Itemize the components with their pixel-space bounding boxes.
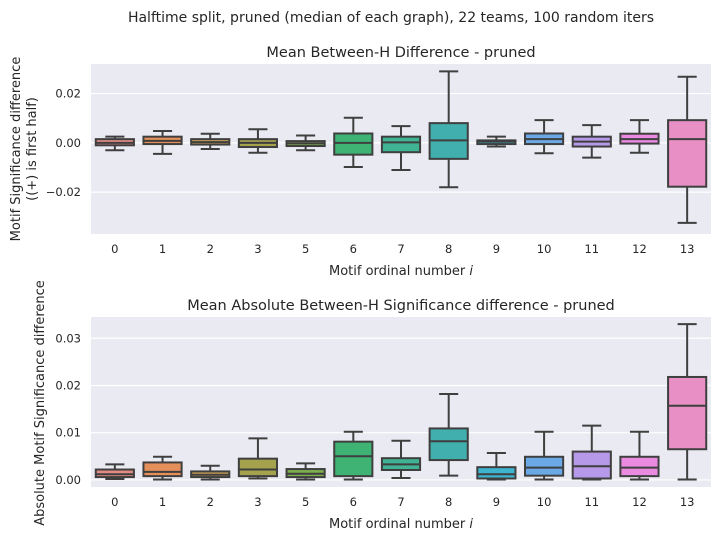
chart-bottom: Mean Absolute Between-H Significance dif…: [33, 280, 711, 532]
chart-top-box-10: [524, 119, 565, 155]
box-iqr: [667, 375, 708, 451]
chart-top-y-ticks: −0.02 0.00 0.02: [46, 87, 81, 200]
chart-bottom-x-tick-label: 10: [537, 495, 552, 509]
chart-bottom-box-9: [476, 452, 517, 481]
chart-top-x-tick-label: 10: [537, 242, 552, 256]
chart-top-title: Mean Between-H Difference - pruned: [266, 45, 535, 61]
chart-top-box-9: [476, 135, 517, 148]
chart-top-x-tick-label: 11: [584, 242, 599, 256]
chart-bottom-x-label: Motif ordinal number i: [329, 517, 473, 532]
chart-top-box-3: [237, 128, 279, 154]
chart-top-x-tick-label: 7: [397, 242, 404, 256]
chart-bottom-y-tick-label: 0.02: [55, 378, 81, 392]
chart-bottom-x-tick-label: 7: [397, 495, 404, 509]
chart-bottom-y-tick-label: 0.00: [55, 473, 81, 487]
chart-bottom-x-tick-label: 3: [254, 495, 261, 509]
chart-top-box-0: [94, 135, 135, 152]
chart-top-x-tick-label: 0: [111, 242, 118, 256]
chart-bottom-x-tick-label: 1: [159, 495, 166, 509]
chart-top-box-11: [571, 124, 612, 159]
box-iqr: [333, 132, 374, 156]
chart-top-y-tick-label: −0.02: [46, 185, 81, 199]
chart-bottom-box-8: [428, 392, 469, 477]
chart-bottom-x-tick-label: 9: [493, 495, 500, 509]
box-iqr: [333, 440, 374, 478]
chart-top-y-label-line1: Motif Significance difference: [9, 57, 24, 242]
chart-bottom-x-tick-label: 0: [111, 495, 118, 509]
chart-top-x-tick-label: 13: [680, 242, 695, 256]
chart-top-box-6: [333, 116, 374, 168]
chart-bottom-box-2: [190, 464, 231, 481]
chart-bottom-box-7: [380, 439, 422, 480]
chart-top-x-tick-label: 1: [159, 242, 166, 256]
chart-bottom-x-tick-label: 12: [632, 495, 647, 509]
chart-bottom-title: Mean Absolute Between-H Significance dif…: [187, 298, 615, 314]
chart-bottom-box-0: [94, 463, 135, 480]
box-iqr: [476, 466, 517, 480]
chart-bottom-y-ticks: 0.00 0.01 0.02 0.03: [55, 331, 81, 487]
chart-bottom-box-1: [142, 455, 183, 481]
chart-bottom-x-tick-label: 5: [302, 495, 309, 509]
chart-top-box-1: [142, 130, 183, 155]
chart-bottom-box-10: [524, 430, 565, 481]
chart-top-y-label-line2: ((+) is first half): [25, 97, 40, 201]
box-iqr: [237, 457, 279, 478]
chart-top-x-label: Motif ordinal number i: [329, 264, 473, 279]
chart-bottom-x-tick-label: 13: [680, 495, 695, 509]
chart-top: Mean Between-H Difference - pruned −0.02…: [9, 45, 711, 279]
chart-bottom-box-3: [237, 437, 279, 480]
chart-bottom-box-12: [619, 430, 660, 481]
chart-bottom-box-6: [333, 430, 374, 481]
chart-bottom-box-11: [571, 424, 612, 481]
chart-top-box-7: [380, 125, 422, 171]
box-iqr: [619, 455, 660, 478]
box-iqr: [571, 450, 612, 480]
chart-bottom-x-tick-label: 8: [445, 495, 452, 509]
box-iqr: [142, 461, 183, 478]
chart-bottom-x-tick-label: 11: [584, 495, 599, 509]
chart-top-boxes: [94, 70, 708, 224]
chart-top-x-tick-label: 2: [207, 242, 214, 256]
chart-top-box-8: [428, 70, 469, 189]
chart-bottom-boxes: [94, 323, 708, 481]
chart-top-x-tick-label: 12: [632, 242, 647, 256]
chart-top-x-ticks: 0 1 2 3 5 6 7 8 9 10 11 12 13: [111, 242, 694, 256]
chart-bottom-x-tick-label: 6: [350, 495, 357, 509]
chart-top-box-12: [619, 119, 660, 154]
chart-bottom-y-tick-label: 0.01: [55, 426, 81, 440]
chart-top-y-tick-label: 0.02: [55, 87, 81, 101]
chart-top-x-tick-label: 8: [445, 242, 452, 256]
box-iqr: [428, 427, 469, 462]
chart-bottom-y-label: Absolute Motif Significance difference: [33, 280, 48, 526]
chart-top-box-2: [190, 132, 231, 150]
chart-bottom-x-ticks: 0 1 2 3 5 6 7 8 9 10 11 12 13: [111, 495, 694, 509]
chart-top-y-tick-label: 0.00: [55, 136, 81, 150]
chart-top-x-tick-label: 9: [493, 242, 500, 256]
figure-title: Halftime split, pruned (median of each g…: [128, 10, 654, 26]
chart-bottom-grid: [91, 337, 711, 481]
chart-top-x-tick-label: 6: [350, 242, 357, 256]
box-iqr: [524, 455, 565, 477]
box-iqr: [380, 135, 422, 154]
chart-bottom-x-tick-label: 2: [207, 495, 214, 509]
chart-top-box-13: [667, 75, 708, 224]
chart-top-box-5: [285, 134, 326, 152]
chart-bottom-box-13: [667, 323, 708, 481]
chart-bottom-box-5: [285, 462, 326, 481]
chart-top-x-tick-label: 3: [254, 242, 261, 256]
chart-top-x-tick-label: 5: [302, 242, 309, 256]
chart-bottom-y-tick-label: 0.03: [55, 331, 81, 345]
box-iqr: [667, 119, 708, 188]
